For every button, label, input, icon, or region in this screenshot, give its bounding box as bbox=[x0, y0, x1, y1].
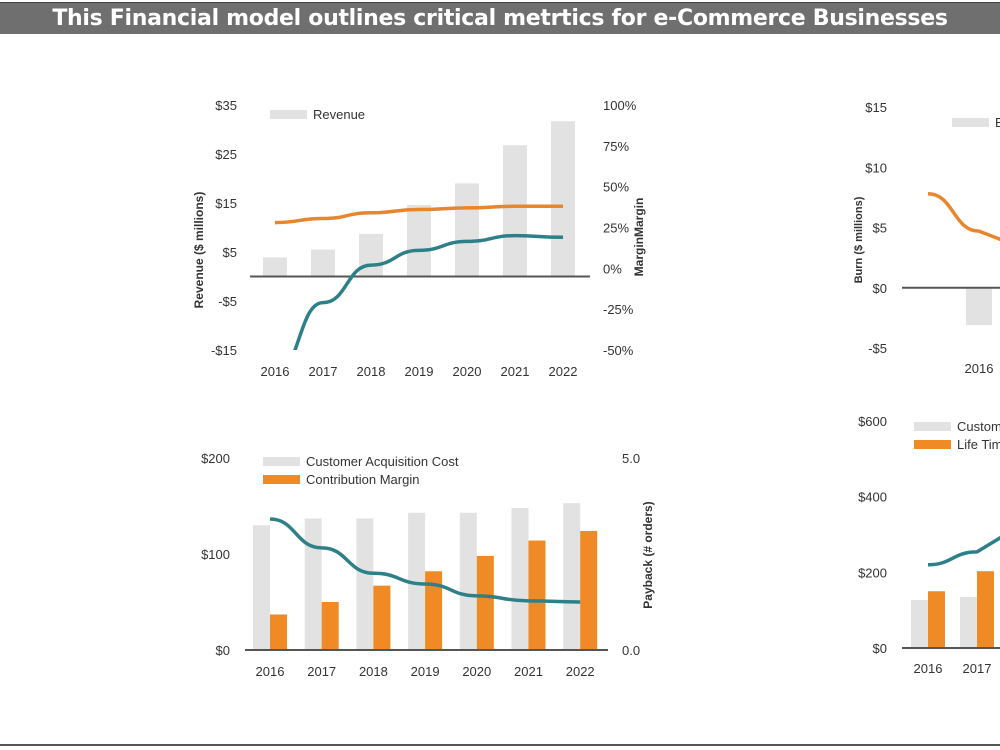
y-left-tick-label: $25 bbox=[215, 147, 237, 162]
line-series-orange bbox=[927, 192, 1000, 242]
x-tick-label: 2016 bbox=[965, 361, 994, 376]
bar-revenue-6 bbox=[551, 121, 575, 277]
page-title: This Financial model outlines critical m… bbox=[0, 2, 1000, 34]
x-tick-label: 2017 bbox=[309, 364, 338, 379]
bar-contribution-margin-3 bbox=[425, 571, 443, 650]
legend-label: Customer Acquisition Cost bbox=[957, 419, 1000, 434]
x-tick-label: 2022 bbox=[549, 364, 578, 379]
x-tick-label: 2019 bbox=[405, 364, 434, 379]
bar-contribution-margin-1 bbox=[321, 602, 339, 650]
bar-customer-acquisition-cost-0 bbox=[253, 525, 270, 650]
x-tick-label: 2021 bbox=[514, 664, 543, 679]
y-left-tick-label: $600 bbox=[858, 414, 887, 429]
y-left-tick-label: $15 bbox=[865, 100, 887, 115]
y-right-axis-title: MarginMargin bbox=[632, 198, 646, 277]
legend-label: Customer Acquisition Cost bbox=[306, 454, 459, 469]
y-left-tick-label: $5 bbox=[873, 221, 887, 236]
bar-burn-1 bbox=[966, 287, 992, 326]
x-tick-label: 2018 bbox=[359, 664, 388, 679]
legend-label: Life Time Value bbox=[957, 437, 1000, 452]
x-tick-label: 2020 bbox=[453, 364, 482, 379]
bar-customer-acquisition-cost-3 bbox=[408, 512, 426, 650]
bar-revenue-3 bbox=[407, 204, 431, 277]
bar-revenue-0 bbox=[263, 257, 287, 277]
bar-contribution-margin-2 bbox=[373, 585, 391, 650]
y-left-tick-label: $10 bbox=[865, 160, 887, 175]
legend-label: Contribution Margin bbox=[306, 472, 419, 487]
y-right-tick-label: 100% bbox=[603, 98, 637, 113]
y-right-tick-label: 50% bbox=[603, 180, 629, 195]
y-left-tick-label: $0 bbox=[216, 643, 230, 658]
legend-swatch bbox=[263, 457, 300, 466]
y-left-axis-title: Revenue ($ millions) bbox=[192, 192, 206, 309]
y-right-axis-title: Payback (# orders) bbox=[641, 501, 655, 608]
line-series-orange bbox=[274, 204, 563, 225]
x-tick-label: 2017 bbox=[963, 661, 992, 676]
y-left-axis-title: Burn ($ millions) bbox=[853, 196, 865, 283]
bottom-divider bbox=[0, 744, 1000, 746]
legend-label: Revenue bbox=[313, 107, 365, 122]
y-right-tick-label: 0.0 bbox=[622, 643, 640, 658]
y-right-tick-label: 25% bbox=[603, 221, 629, 236]
bar-customer-acquisition-cost-2 bbox=[356, 518, 374, 650]
bar-customer-acquisition-cost-6 bbox=[563, 503, 581, 650]
y-left-tick-label: $200 bbox=[858, 565, 887, 580]
legend-label: Burn bbox=[995, 115, 1000, 130]
x-tick-label: 2018 bbox=[357, 364, 386, 379]
y-right-tick-label: 5.0 bbox=[622, 451, 640, 466]
y-left-tick-label: $5 bbox=[223, 245, 237, 260]
x-tick-label: 2020 bbox=[462, 664, 491, 679]
bar-revenue-2 bbox=[359, 233, 383, 277]
bar-customer-acquisition-cost-0 bbox=[911, 599, 928, 648]
bar-customer-acquisition-cost-5 bbox=[511, 507, 529, 650]
line-series-teal bbox=[269, 517, 581, 604]
bar-contribution-margin-6 bbox=[580, 530, 598, 650]
legend-swatch bbox=[914, 440, 951, 449]
x-tick-label: 2016 bbox=[261, 364, 290, 379]
x-tick-label: 2017 bbox=[307, 664, 336, 679]
y-right-tick-label: 75% bbox=[603, 139, 629, 154]
legend-swatch bbox=[270, 110, 307, 119]
y-left-tick-label: $15 bbox=[215, 196, 237, 211]
bar-life-time-value-0 bbox=[928, 591, 945, 648]
y-left-tick-label: $200 bbox=[201, 451, 230, 466]
x-tick-label: 2016 bbox=[256, 664, 285, 679]
bar-customer-acquisition-cost-1 bbox=[960, 596, 977, 648]
x-tick-label: 2016 bbox=[914, 661, 943, 676]
line-series-teal bbox=[927, 535, 1000, 567]
y-left-tick-label: $400 bbox=[858, 490, 887, 505]
y-left-tick-label: -$5 bbox=[218, 294, 237, 309]
bar-customer-acquisition-cost-4 bbox=[459, 512, 477, 650]
y-left-tick-label: $35 bbox=[215, 98, 237, 113]
x-tick-label: 2019 bbox=[411, 664, 440, 679]
y-right-tick-label: 0% bbox=[603, 261, 622, 276]
bar-revenue-5 bbox=[503, 145, 527, 277]
bar-life-time-value-1 bbox=[977, 571, 994, 648]
y-left-tick-label: -$5 bbox=[868, 341, 887, 356]
bar-contribution-margin-0 bbox=[270, 614, 287, 650]
bar-contribution-margin-5 bbox=[528, 540, 546, 650]
y-right-tick-label: -50% bbox=[603, 343, 634, 358]
x-tick-label: 2022 bbox=[566, 664, 595, 679]
legend-swatch bbox=[952, 118, 989, 127]
bar-revenue-1 bbox=[311, 249, 335, 277]
bar-revenue-4 bbox=[455, 183, 479, 277]
x-tick-label: 2021 bbox=[501, 364, 530, 379]
legend-swatch bbox=[914, 422, 951, 431]
y-right-tick-label: -25% bbox=[603, 302, 634, 317]
y-left-tick-label: -$15 bbox=[211, 343, 237, 358]
y-left-tick-label: $100 bbox=[201, 547, 230, 562]
legend-swatch bbox=[263, 475, 300, 484]
bar-customer-acquisition-cost-1 bbox=[304, 518, 322, 650]
bar-contribution-margin-4 bbox=[476, 555, 494, 650]
y-left-tick-label: $0 bbox=[873, 641, 887, 656]
line-series-teal bbox=[293, 233, 564, 350]
y-left-tick-label: $0 bbox=[873, 281, 887, 296]
